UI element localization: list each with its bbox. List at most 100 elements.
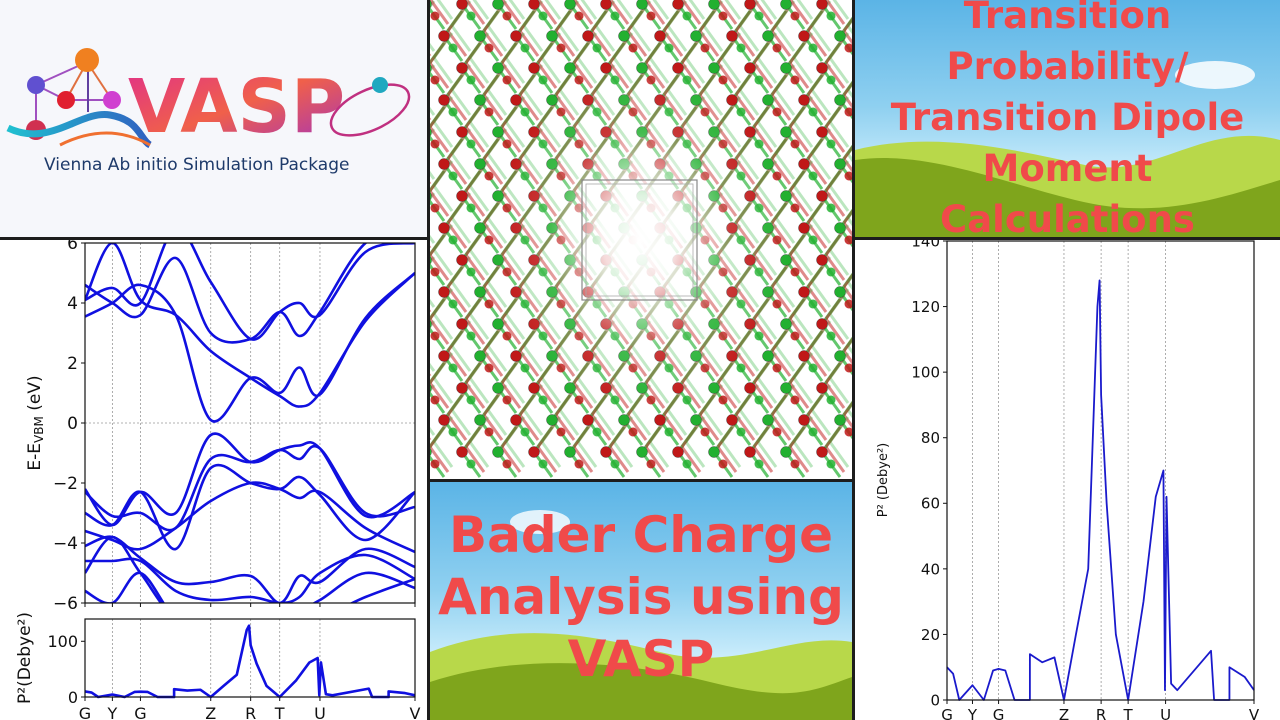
- bader-title: Bader Charge Analysis using VASP: [430, 504, 852, 690]
- bond: [788, 382, 810, 409]
- atom: [834, 286, 846, 298]
- bond: [806, 414, 828, 441]
- bond: [430, 126, 450, 153]
- bond: [430, 106, 436, 116]
- x-tick-label: T: [1123, 706, 1134, 720]
- bond: [500, 446, 522, 473]
- bond: [842, 94, 852, 109]
- atom: [538, 459, 548, 469]
- atom: [808, 171, 818, 181]
- atom: [430, 255, 432, 265]
- atom: [744, 446, 756, 458]
- bond: [810, 153, 832, 180]
- bond: [432, 313, 454, 340]
- bond: [828, 377, 850, 404]
- bond: [536, 421, 558, 448]
- atom: [438, 94, 450, 106]
- band-line: [85, 432, 415, 527]
- bond: [472, 0, 490, 20]
- atom: [456, 446, 468, 458]
- bond: [824, 101, 846, 128]
- atom: [438, 30, 450, 42]
- atom: [430, 139, 440, 149]
- bond: [464, 357, 486, 384]
- bond: [842, 17, 852, 32]
- atom: [826, 139, 836, 149]
- bond: [554, 30, 576, 57]
- transition-dipole-title-panel: Transition Probability/ Transition Dipol…: [855, 0, 1280, 237]
- atom: [834, 94, 846, 106]
- bond: [788, 101, 810, 128]
- bond: [792, 313, 814, 340]
- bond: [446, 5, 468, 32]
- bond: [842, 222, 852, 237]
- atom: [780, 446, 792, 458]
- atom: [798, 222, 810, 234]
- bond: [482, 5, 504, 32]
- orbit-icon: [329, 77, 411, 137]
- atom: [430, 127, 432, 137]
- bond: [430, 318, 450, 345]
- atom: [844, 171, 852, 181]
- atom: [610, 11, 620, 21]
- y-tick-label: 80: [921, 429, 940, 447]
- bond: [536, 37, 558, 64]
- bond: [846, 209, 852, 219]
- bond: [468, 249, 490, 276]
- bond: [576, 441, 598, 468]
- bond: [482, 414, 504, 441]
- atom: [574, 11, 584, 21]
- bond: [788, 421, 810, 448]
- band-line: [85, 535, 415, 603]
- bond: [752, 421, 774, 448]
- x-tick-label: U: [314, 704, 326, 720]
- atom: [682, 459, 692, 469]
- bond: [590, 30, 612, 57]
- bond: [432, 249, 454, 276]
- bond: [752, 37, 774, 64]
- atom: [628, 43, 638, 53]
- bond: [824, 382, 846, 409]
- bond: [720, 441, 742, 468]
- bond: [616, 0, 634, 20]
- bond: [608, 0, 630, 25]
- atom: [438, 222, 450, 234]
- bond: [788, 254, 810, 281]
- bond: [752, 0, 774, 25]
- atom: [816, 62, 828, 74]
- bond: [806, 69, 828, 96]
- atom: [430, 191, 432, 201]
- atom: [430, 11, 440, 21]
- bands-group: [85, 243, 415, 603]
- atom: [808, 107, 818, 117]
- bond: [446, 414, 468, 441]
- bond: [842, 158, 852, 173]
- bond: [828, 121, 850, 148]
- bond: [824, 446, 846, 473]
- y-tick-label: 4: [67, 294, 78, 314]
- bond: [824, 37, 846, 64]
- bond: [688, 0, 706, 20]
- bond: [810, 281, 832, 308]
- bond: [430, 254, 450, 281]
- atom: [754, 11, 764, 21]
- bond: [770, 30, 792, 57]
- atom: [430, 447, 432, 457]
- atom: [808, 299, 818, 309]
- y-tick-label: 2: [67, 354, 78, 374]
- band-line: [85, 272, 415, 423]
- bond: [612, 441, 634, 468]
- bond: [608, 421, 630, 448]
- bond: [468, 121, 490, 148]
- bond: [760, 0, 778, 20]
- bond: [648, 441, 670, 468]
- atom: [844, 235, 852, 245]
- atom: [718, 459, 728, 469]
- bond: [824, 126, 846, 153]
- bond: [846, 281, 852, 291]
- bond: [500, 37, 522, 64]
- atom: [430, 63, 432, 73]
- bond: [572, 0, 594, 25]
- bond: [464, 126, 486, 153]
- bond: [430, 357, 450, 384]
